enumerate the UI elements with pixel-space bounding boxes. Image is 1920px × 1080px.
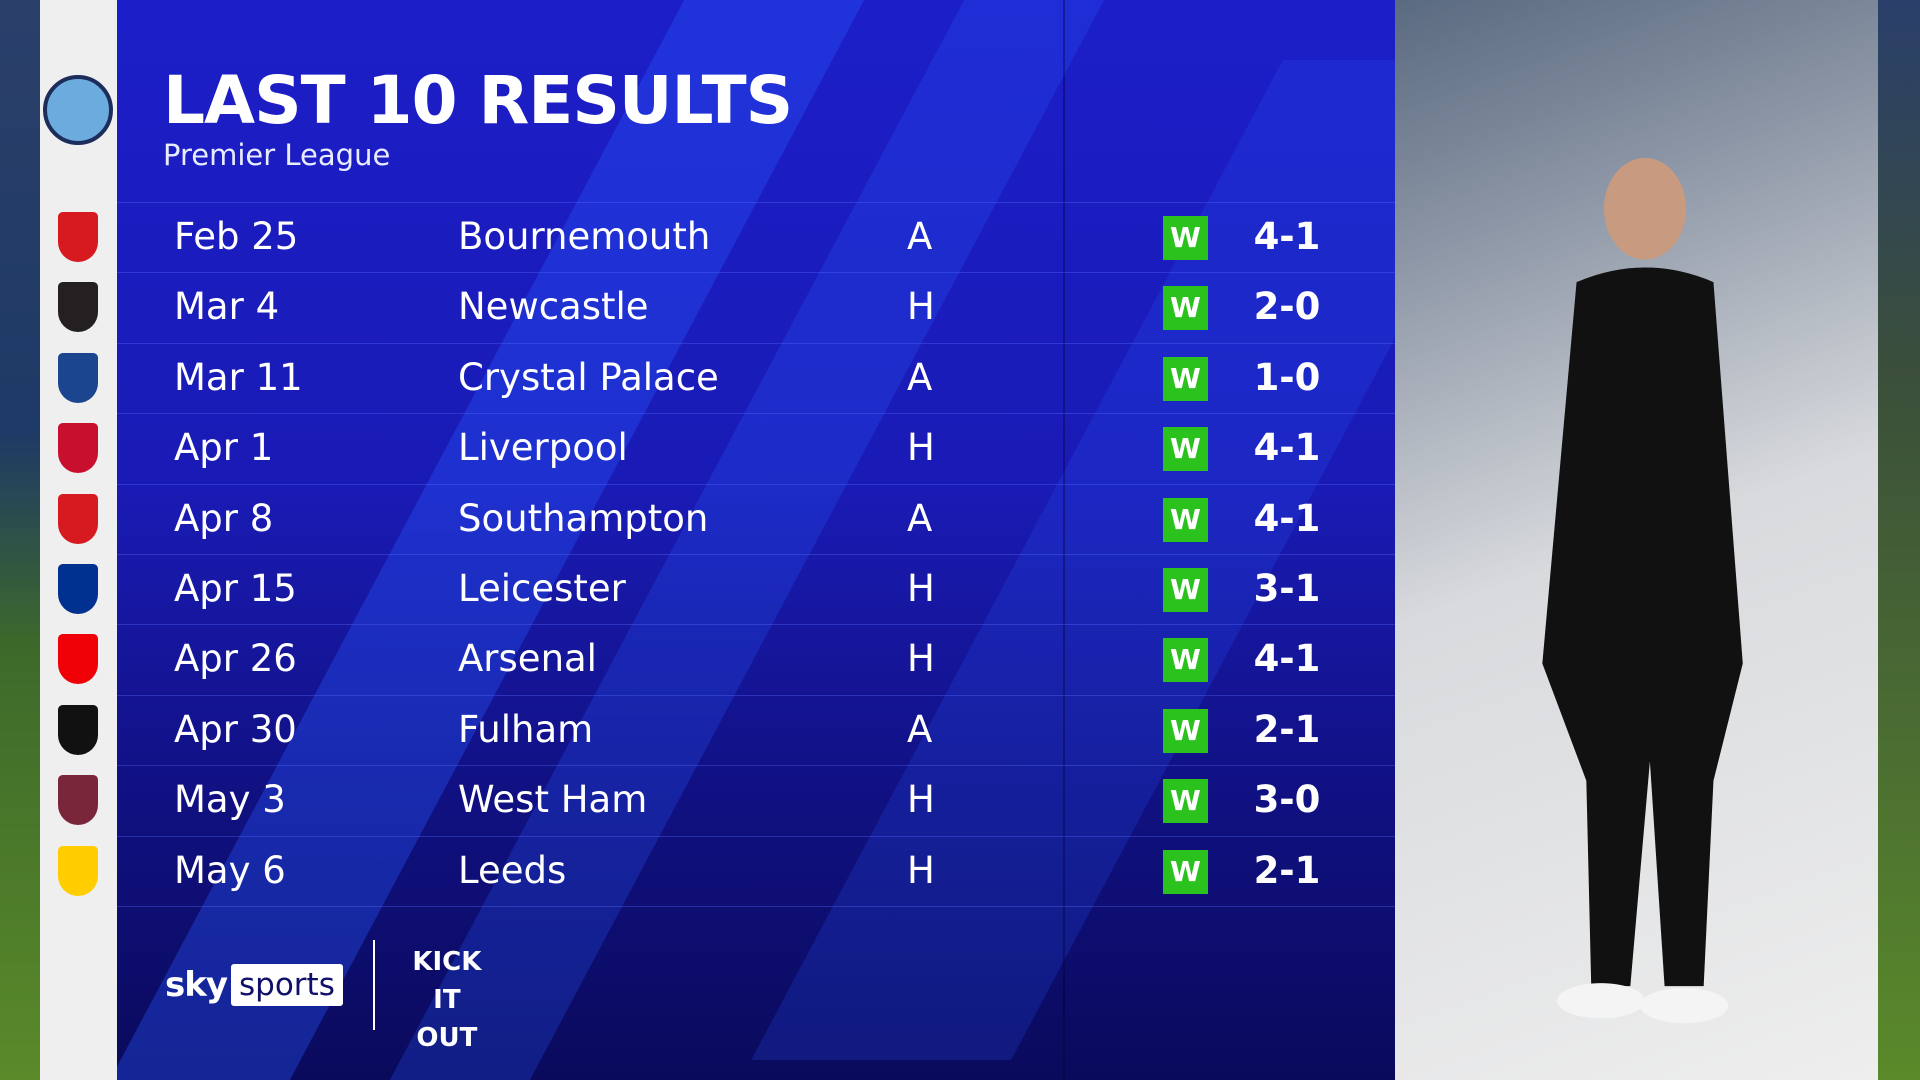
score: 2-1	[1253, 848, 1321, 892]
west-ham-crest-icon	[58, 775, 98, 826]
venue: H	[907, 426, 935, 470]
leeds-crest-icon	[58, 845, 98, 896]
result-badge: W	[1163, 849, 1208, 894]
opponent-name: Crystal Palace	[458, 355, 719, 399]
score: 4-1	[1253, 426, 1321, 470]
result-row: Feb 25 Bournemouth A W 4-1	[117, 202, 1395, 272]
southampton-crest-icon	[58, 493, 98, 544]
score: 3-0	[1253, 778, 1321, 822]
leicester-crest-icon	[58, 564, 98, 614]
sky-logo: sky	[165, 965, 228, 1005]
page-title: LAST 10 RESULTS	[163, 62, 793, 139]
crystal-palace-crest-icon	[58, 352, 98, 403]
result-badge: W	[1163, 497, 1208, 542]
manager-figure	[1542, 157, 1743, 1024]
bournemouth-crest-icon	[58, 212, 98, 262]
manager-photo	[1395, 0, 1878, 1080]
result-row: Apr 30 Fulham A W 2-1	[117, 694, 1395, 765]
logo-divider	[372, 940, 375, 1030]
arsenal-crest-icon	[58, 634, 98, 685]
match-date: Mar 4	[174, 285, 280, 329]
score: 4-1	[1253, 637, 1321, 681]
result-row: May 3 West Ham H W 3-0	[117, 765, 1395, 835]
score: 2-0	[1253, 285, 1321, 329]
match-date: Apr 15	[174, 567, 297, 610]
match-date: Apr 8	[174, 496, 274, 540]
stadium-background-right	[1878, 0, 1920, 1080]
venue: H	[907, 778, 935, 822]
opponent-name: Liverpool	[458, 426, 628, 470]
result-badge: W	[1163, 779, 1208, 824]
score: 4-1	[1253, 496, 1321, 540]
venue: A	[907, 707, 933, 751]
result-badge: W	[1163, 708, 1208, 753]
newcastle-crest-icon	[58, 282, 98, 333]
venue: A	[907, 215, 933, 258]
venue: H	[907, 848, 935, 892]
result-row: Apr 1 Liverpool H W 4-1	[117, 413, 1395, 483]
venue: H	[907, 637, 935, 681]
match-date: May 3	[174, 778, 286, 822]
opponent-name: Newcastle	[458, 285, 649, 329]
results-panel: LAST 10 RESULTS Premier League Feb 25 Bo…	[117, 0, 1395, 1080]
result-badge: W	[1163, 568, 1208, 612]
match-date: May 6	[174, 848, 286, 892]
score: 4-1	[1253, 215, 1321, 258]
row-divider	[117, 906, 1395, 907]
result-row: Mar 11 Crystal Palace A W 1-0	[117, 342, 1395, 413]
result-badge: W	[1163, 638, 1208, 683]
match-date: Apr 1	[174, 426, 274, 470]
footer-logos: sky sports KICK IT OUT	[165, 940, 489, 1053]
opponent-name: Fulham	[458, 707, 594, 751]
liverpool-crest-icon	[58, 423, 98, 474]
match-date: Apr 30	[174, 707, 297, 751]
kick-it-out-logo: KICK IT OUT	[412, 947, 482, 1053]
opponent-name: Arsenal	[458, 637, 597, 681]
venue: H	[907, 567, 935, 610]
result-row: Apr 8 Southampton A W 4-1	[117, 483, 1395, 554]
score: 3-1	[1253, 567, 1321, 610]
result-badge: W	[1163, 286, 1208, 331]
sports-logo: sports	[231, 964, 343, 1006]
result-badge: W	[1163, 216, 1208, 260]
opponent-name: Bournemouth	[458, 215, 711, 258]
result-badge: W	[1163, 356, 1208, 401]
match-date: Mar 11	[174, 355, 303, 399]
stadium-background-left	[0, 0, 40, 1080]
result-row: May 6 Leeds H W 2-1	[117, 835, 1395, 906]
score: 1-0	[1253, 355, 1321, 399]
opponent-name: Leicester	[458, 567, 626, 610]
opponent-name: West Ham	[458, 778, 648, 822]
score: 2-1	[1253, 707, 1321, 751]
opponent-name: Leeds	[458, 848, 567, 892]
result-row: Apr 15 Leicester H W 3-1	[117, 554, 1395, 624]
result-row: Mar 4 Newcastle H W 2-0	[117, 272, 1395, 342]
column-divider	[1063, 0, 1065, 1080]
competition-subtitle: Premier League	[163, 138, 391, 172]
result-row: Apr 26 Arsenal H W 4-1	[117, 624, 1395, 694]
crest-column	[40, 0, 117, 1080]
opponent-name: Southampton	[458, 496, 709, 540]
fulham-crest-icon	[58, 704, 98, 755]
match-date: Feb 25	[174, 215, 299, 258]
venue: A	[907, 355, 933, 399]
manchester-city-crest	[43, 75, 113, 145]
result-badge: W	[1163, 427, 1208, 472]
match-date: Apr 26	[174, 637, 297, 681]
venue: H	[907, 285, 935, 329]
venue: A	[907, 496, 933, 540]
